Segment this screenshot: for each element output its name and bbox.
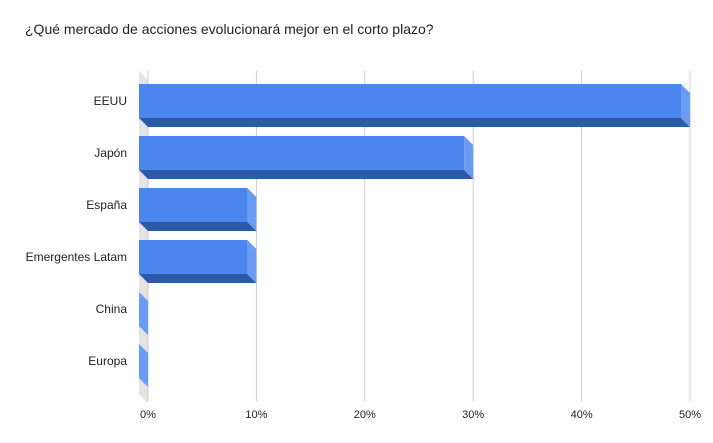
bar-front-face	[139, 136, 465, 170]
bar	[139, 136, 474, 179]
x-tick-label: 10%	[245, 409, 267, 421]
category-label: España	[86, 198, 127, 212]
category-label: Japón	[94, 146, 127, 160]
x-tick-label: 40%	[571, 409, 593, 421]
x-tick-label: 50%	[679, 409, 701, 421]
bar	[139, 240, 257, 283]
bar-side-face	[139, 292, 148, 335]
bar-side-face	[681, 84, 690, 127]
x-tick-label: 0%	[140, 409, 156, 421]
bar-side-face	[247, 240, 257, 283]
bar-side-face	[139, 344, 148, 387]
x-tick-label: 30%	[462, 409, 484, 421]
bars	[139, 84, 690, 387]
x-axis-tick-labels: 0% 10% 20% 30% 40% 50%	[140, 409, 701, 421]
bar-side-face	[247, 188, 257, 231]
category-labels: EEUU Japón España Emergentes Latam China Euro…	[26, 94, 128, 368]
bar	[139, 344, 148, 387]
category-label: China	[96, 302, 128, 316]
bar-side-face	[464, 136, 474, 179]
category-label: Emergentes Latam	[26, 250, 127, 264]
bar-front-face	[139, 240, 248, 274]
x-tick-label: 20%	[354, 409, 376, 421]
category-label: Europa	[88, 354, 127, 368]
chart-title: ¿Qué mercado de acciones evolucionará me…	[25, 21, 434, 37]
bar-front-face	[139, 84, 681, 118]
bar	[139, 292, 148, 335]
bar	[139, 188, 257, 231]
bar-bottom-face	[139, 222, 257, 231]
bar-bottom-face	[139, 118, 690, 127]
bar-bottom-face	[139, 170, 474, 179]
category-label: EEUU	[94, 94, 127, 108]
bar	[139, 84, 690, 127]
bar-bottom-face	[139, 274, 257, 283]
bar-front-face	[139, 188, 248, 222]
